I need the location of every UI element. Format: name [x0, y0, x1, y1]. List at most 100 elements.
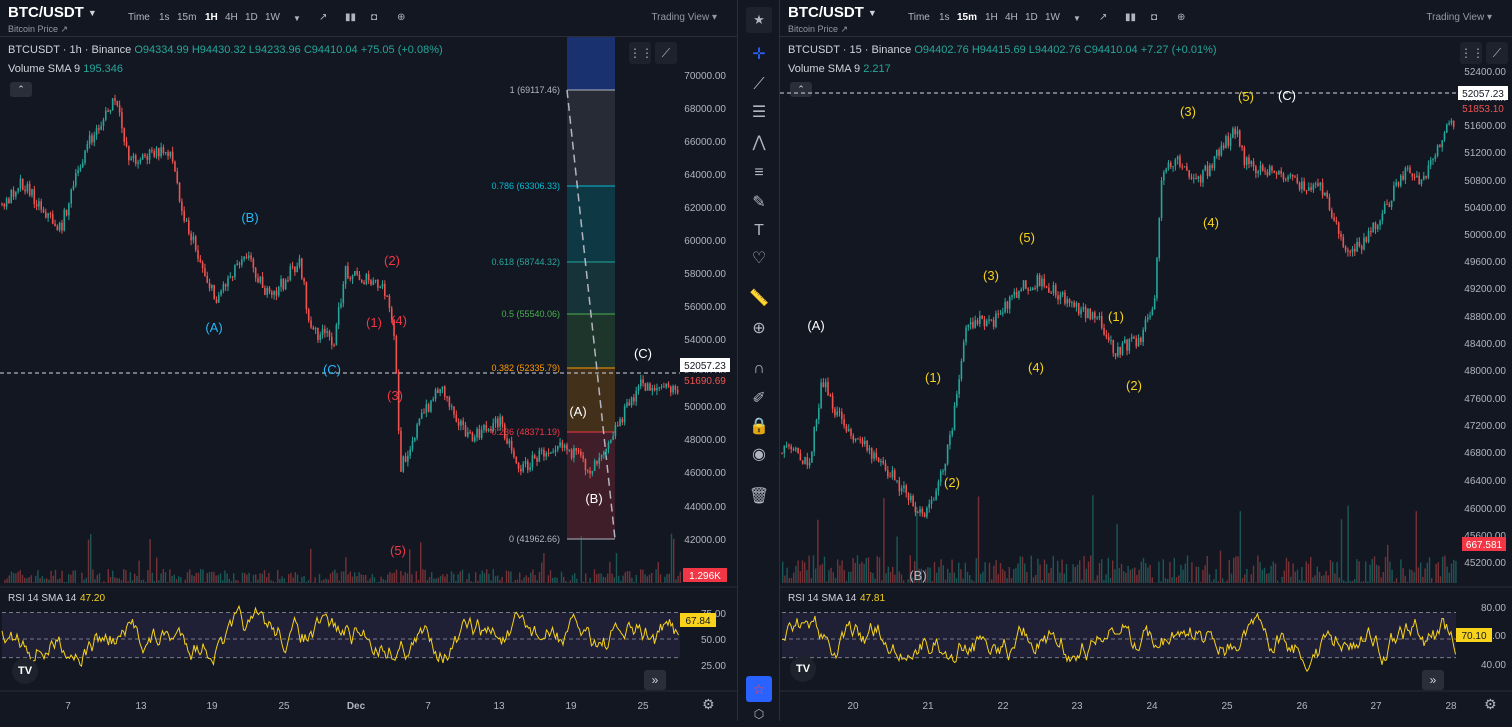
- volume-bar: [1229, 560, 1230, 583]
- candle: [575, 448, 577, 451]
- scroll-to-realtime-button[interactable]: »: [644, 670, 666, 690]
- candle: [209, 283, 211, 288]
- candle: [1324, 193, 1326, 196]
- candle: [628, 403, 630, 406]
- volume-bar: [59, 578, 60, 583]
- magnet-icon[interactable]: ∩: [746, 356, 772, 382]
- volume-bar: [70, 575, 71, 583]
- candle: [1391, 201, 1393, 207]
- volume-bar: [325, 579, 326, 583]
- lock-icon[interactable]: 🔒: [746, 414, 772, 440]
- volume-bar: [1044, 560, 1045, 583]
- heart-icon[interactable]: ♡: [746, 246, 772, 272]
- candle: [1106, 335, 1108, 337]
- volume-bar: [649, 575, 650, 583]
- candle: [901, 488, 903, 491]
- star-icon[interactable]: ★: [746, 7, 772, 33]
- volume-bar: [576, 579, 577, 583]
- horizontal-lines-icon[interactable]: ☰: [746, 100, 772, 126]
- candle: [262, 277, 264, 288]
- volume-bar: [543, 553, 544, 583]
- volume-bar: [446, 574, 447, 583]
- brush-icon[interactable]: ✎: [746, 190, 772, 216]
- volume-bar: [233, 573, 234, 583]
- volume-bar: [1103, 580, 1104, 583]
- candle: [1030, 290, 1032, 291]
- volume-bar: [804, 563, 805, 583]
- collapse-icon[interactable]: ⬡: [746, 701, 772, 727]
- volume-bar: [352, 577, 353, 583]
- volume-bar: [1000, 563, 1001, 583]
- volume-bar: [55, 570, 56, 583]
- lock-drawing-icon[interactable]: ✐: [746, 386, 772, 412]
- candle: [416, 424, 418, 438]
- chart-pane-right[interactable]: BTC/USDT▼ Bitcoin Price ↗ Time 1s 15m 1H…: [780, 0, 1512, 721]
- volume-bar: [226, 573, 227, 583]
- ruler-icon[interactable]: 📏: [746, 286, 772, 312]
- candle: [336, 325, 338, 345]
- trash-icon[interactable]: 🗑: [746, 484, 772, 510]
- volume-bar: [658, 562, 659, 583]
- volume-bar: [413, 582, 414, 583]
- volume-bar: [281, 576, 282, 583]
- candle: [1020, 289, 1022, 291]
- wave-label: (B): [585, 491, 602, 506]
- chart-canvas-left[interactable]: 70000.0068000.0066000.0064000.0062000.00…: [0, 0, 737, 721]
- volume-bar: [797, 561, 798, 583]
- volume-bar: [642, 570, 643, 583]
- volume-bar: [1413, 572, 1414, 583]
- candle: [1000, 314, 1002, 315]
- chart-canvas-right[interactable]: 52400.0052000.0051600.0051200.0050800.00…: [780, 0, 1512, 721]
- fib-icon[interactable]: ≡: [746, 160, 772, 186]
- candle: [499, 417, 501, 427]
- candle: [382, 284, 384, 287]
- volume-bar: [1391, 570, 1392, 583]
- scroll-to-realtime-button[interactable]: »: [1422, 670, 1444, 690]
- volume-bar: [1323, 575, 1324, 583]
- candle: [230, 276, 232, 277]
- volume-bar: [136, 576, 137, 583]
- volume-bar: [1339, 578, 1340, 583]
- volume-bar: [855, 563, 856, 583]
- candle: [317, 328, 319, 340]
- volume-bar: [88, 540, 89, 583]
- candle: [1179, 156, 1181, 166]
- price-axis-label: 50000.00: [1464, 230, 1506, 241]
- favorite-star-icon[interactable]: ☆: [746, 676, 772, 702]
- candle: [862, 440, 864, 444]
- candle: [195, 236, 197, 250]
- text-icon[interactable]: T: [746, 218, 772, 244]
- candle: [345, 266, 347, 284]
- candle: [1193, 178, 1195, 179]
- price-axis-label: 58000.00: [684, 269, 726, 280]
- chart-pane-left[interactable]: BTC/USDT▼ Bitcoin Price ↗ Time 1s 15m 1H…: [0, 0, 737, 721]
- candle: [1361, 246, 1363, 249]
- eye-icon[interactable]: ◉: [746, 442, 772, 468]
- candle: [239, 263, 241, 264]
- volume-bar: [506, 571, 507, 583]
- volume-bar: [451, 571, 452, 583]
- volume-bar: [224, 570, 225, 583]
- candle: [474, 437, 476, 441]
- gear-icon[interactable]: ⚙: [702, 696, 715, 713]
- candle: [236, 263, 238, 265]
- trend-line-icon[interactable]: ⟋: [746, 72, 772, 98]
- crosshair-icon[interactable]: ✛: [746, 42, 772, 68]
- candle: [536, 458, 538, 461]
- gear-icon[interactable]: ⚙: [1484, 696, 1497, 713]
- volume-bar: [1378, 566, 1379, 583]
- candle: [1260, 165, 1262, 171]
- zoom-icon[interactable]: ⊕: [746, 316, 772, 342]
- candle: [834, 409, 836, 416]
- volume-bar: [870, 572, 871, 583]
- candle: [174, 162, 176, 172]
- pattern-icon[interactable]: ⋀: [746, 130, 772, 156]
- volume-bar: [1116, 524, 1117, 583]
- candle: [926, 508, 928, 517]
- volume-bar: [213, 572, 214, 583]
- volume-bar: [616, 553, 617, 583]
- volume-bar: [416, 571, 417, 583]
- candle: [1191, 177, 1193, 179]
- candle: [292, 266, 294, 267]
- volume-bar: [1112, 560, 1113, 583]
